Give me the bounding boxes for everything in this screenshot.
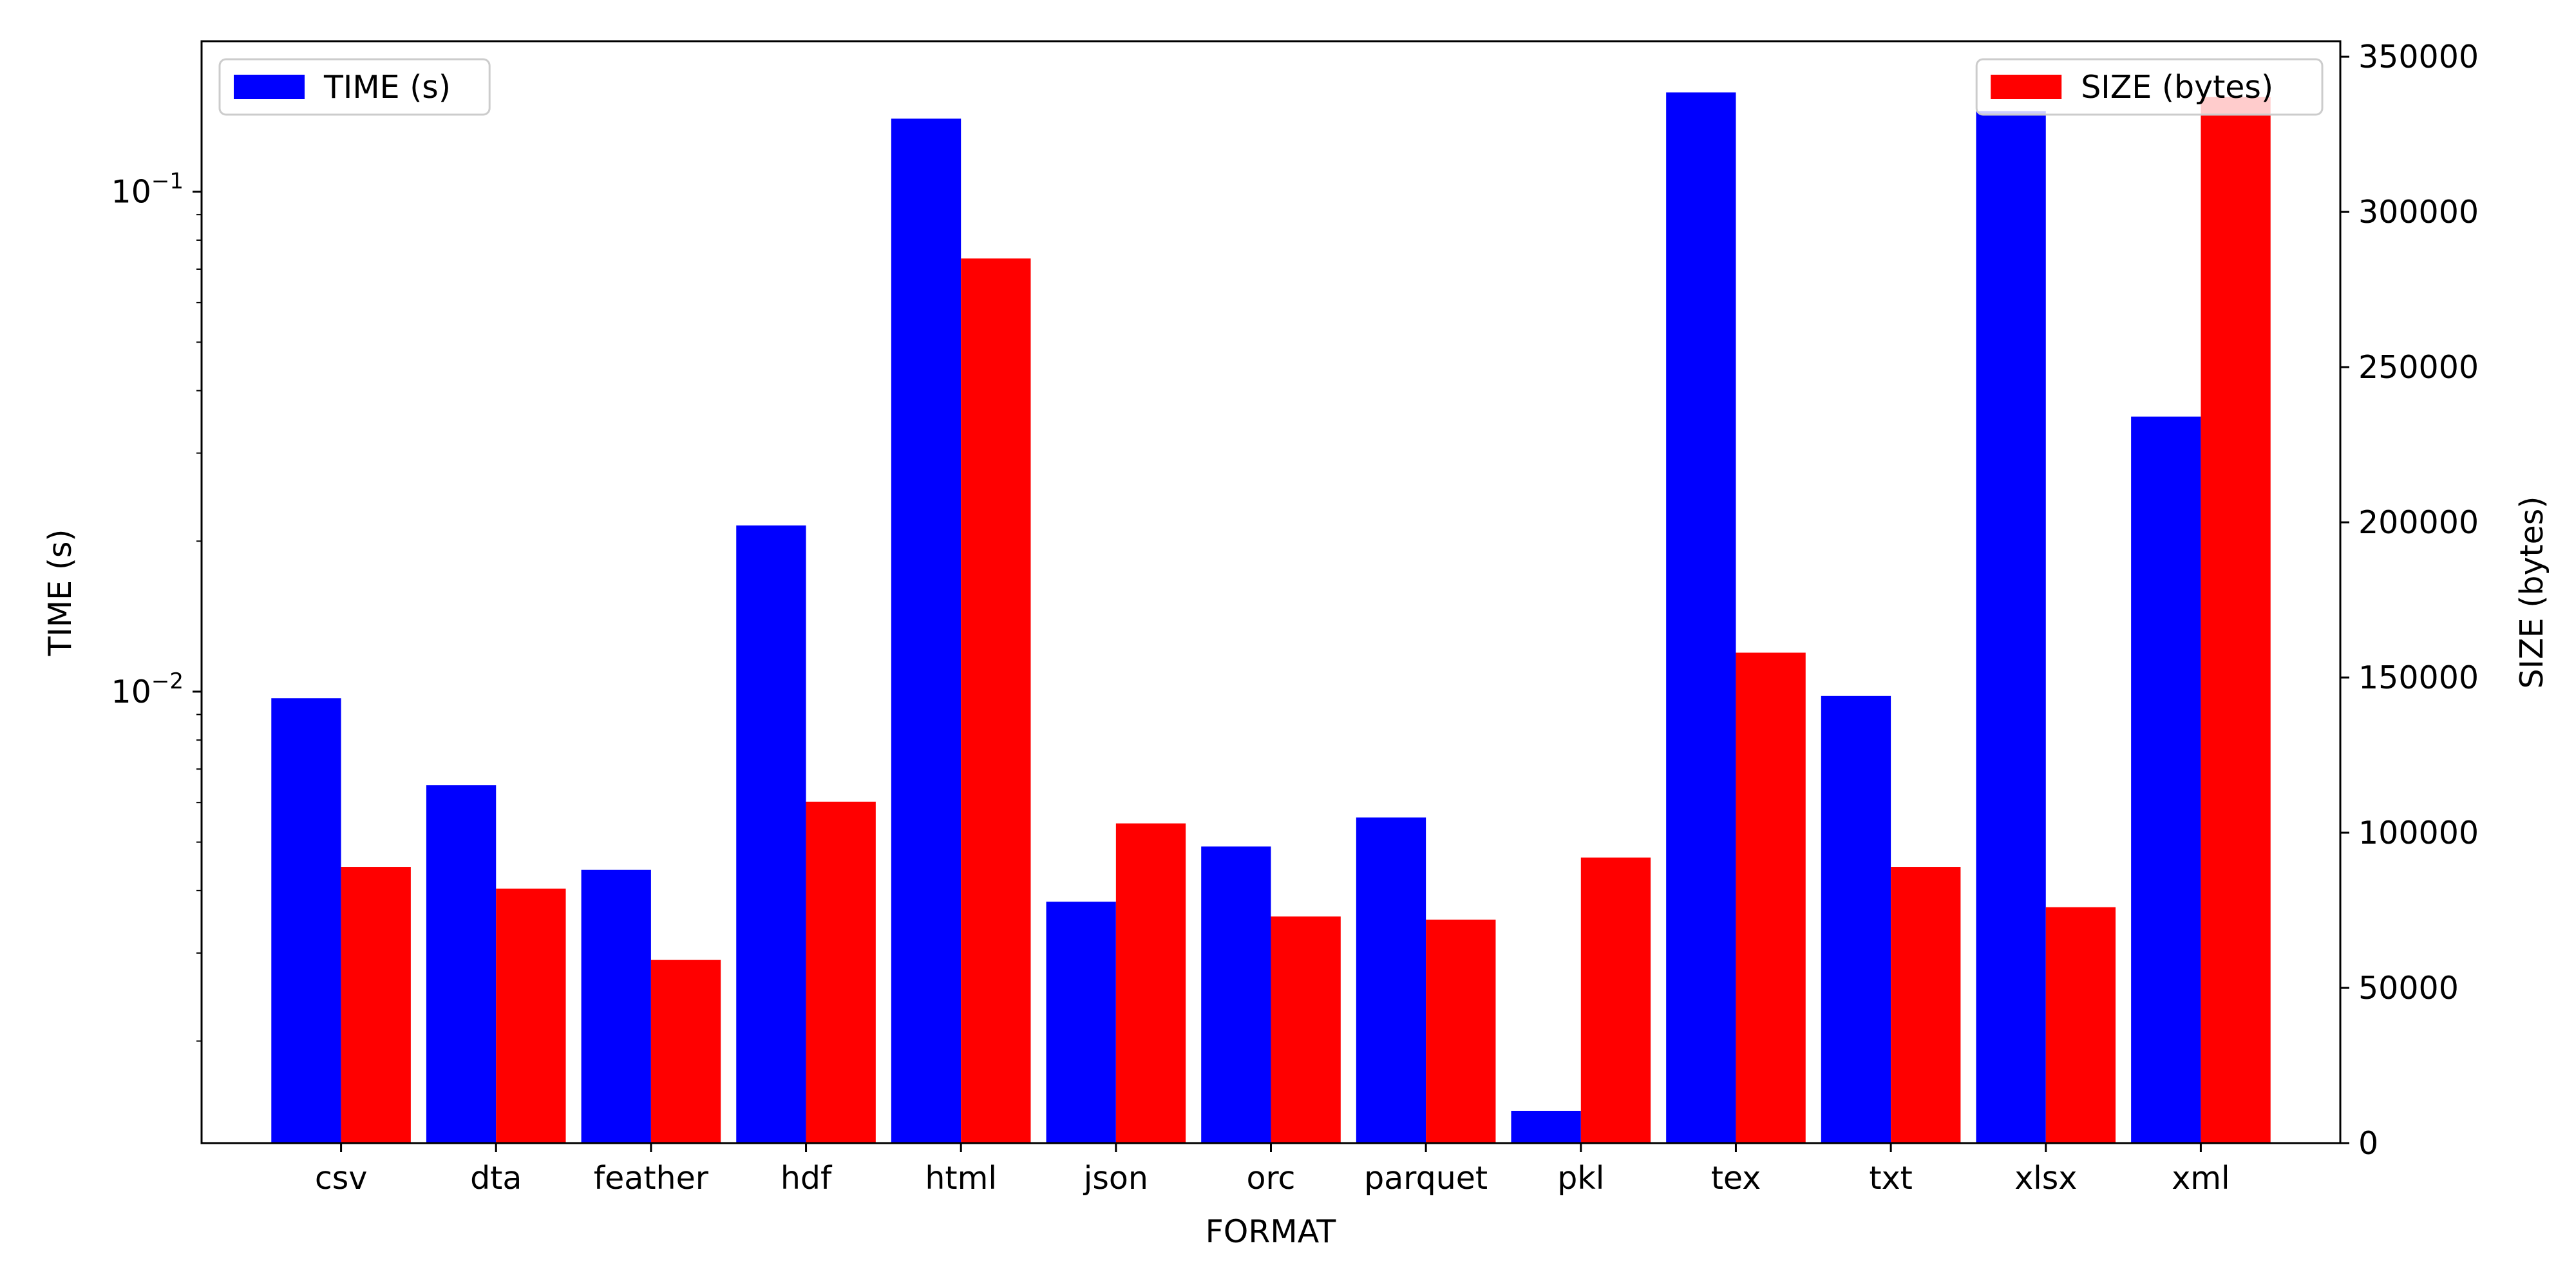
legend-frame <box>1975 58 2324 116</box>
right-tick-label: 350000 <box>2358 39 2479 75</box>
x-tick-label: txt <box>1869 1160 1912 1197</box>
time-bar-txt <box>1821 696 1891 1143</box>
x-tick-label: html <box>925 1160 997 1197</box>
x-tick-label: feather <box>594 1160 709 1197</box>
legend-label: TIME (s) <box>323 69 451 106</box>
right-tick-label: 0 <box>2358 1125 2378 1162</box>
right-tick-label: 150000 <box>2358 659 2479 696</box>
size-bar-xlsx <box>2045 907 2116 1143</box>
left-y-axis-title: TIME (s) <box>42 529 79 657</box>
time-bar-csv <box>271 698 341 1143</box>
size-bar-csv <box>341 867 411 1143</box>
size-bar-tex <box>1736 652 1806 1143</box>
left-tick-label: 10−2 <box>111 668 184 710</box>
time-bar-tex <box>1666 92 1736 1144</box>
time-bar-parquet <box>1356 817 1426 1143</box>
x-tick-label: hdf <box>781 1160 833 1197</box>
time-bar-html <box>891 118 961 1143</box>
right-tick-label: 50000 <box>2358 970 2459 1007</box>
bars-layer <box>271 92 2271 1144</box>
x-tick-label: dta <box>470 1160 522 1197</box>
legend-size: SIZE (bytes) <box>1975 58 2324 116</box>
x-tick-label: xml <box>2172 1160 2230 1197</box>
x-tick-label: tex <box>1711 1160 1761 1197</box>
size-bar-orc <box>1271 916 1341 1143</box>
legend-label: SIZE (bytes) <box>2081 69 2273 106</box>
x-axis-title: FORMAT <box>1206 1213 1337 1250</box>
legend-swatch <box>234 75 305 99</box>
legend-frame <box>218 58 491 116</box>
time-bar-dta <box>426 785 497 1143</box>
axes-layer: csv dta feather hdf html json orc parquet pkl tex… <box>111 39 2479 1197</box>
x-tick-label: orc <box>1247 1160 1296 1197</box>
legend-swatch <box>1991 75 2062 99</box>
time-bar-json <box>1046 902 1116 1143</box>
legend-layer: TIME (s) SIZE (bytes) <box>218 58 2324 116</box>
size-bar-pkl <box>1580 857 1651 1143</box>
time-bar-xlsx <box>1976 111 2046 1144</box>
size-bar-hdf <box>806 801 876 1143</box>
time-bar-feather <box>581 869 651 1143</box>
size-bar-xml <box>2201 97 2271 1144</box>
time-bar-xml <box>2131 416 2201 1144</box>
right-tick-label: 300000 <box>2358 194 2479 231</box>
left-tick-label: 10−1 <box>111 169 184 211</box>
x-tick-label: parquet <box>1364 1160 1488 1197</box>
x-tick-label: pkl <box>1557 1160 1604 1197</box>
size-bar-txt <box>1891 867 1961 1143</box>
right-tick-label: 250000 <box>2358 349 2479 386</box>
x-tick-label: json <box>1083 1160 1148 1197</box>
size-bar-html <box>961 258 1031 1144</box>
legend-time: TIME (s) <box>218 58 491 116</box>
time-bar-orc <box>1201 846 1271 1143</box>
size-bar-json <box>1115 823 1186 1143</box>
size-bar-feather <box>650 960 721 1143</box>
time-bar-pkl <box>1511 1110 1581 1143</box>
right-y-axis-title: SIZE (bytes) <box>2514 497 2550 689</box>
size-bar-parquet <box>1426 919 1496 1143</box>
time-bar-hdf <box>736 525 806 1143</box>
right-tick-label: 200000 <box>2358 504 2479 541</box>
size-bar-dta <box>496 888 566 1143</box>
right-tick-label: 100000 <box>2358 815 2479 851</box>
x-tick-label: csv <box>315 1160 367 1197</box>
x-tick-label: xlsx <box>2014 1160 2077 1197</box>
